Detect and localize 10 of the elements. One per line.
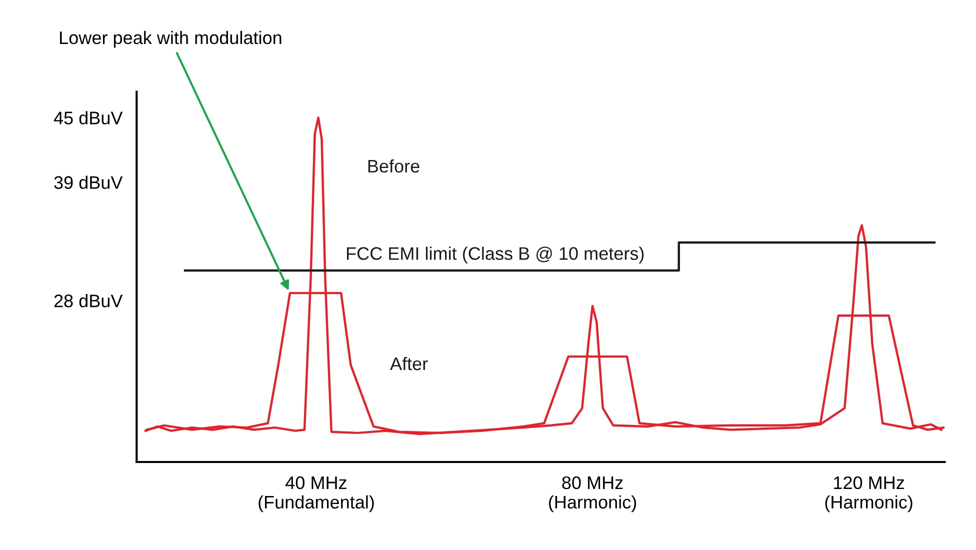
y-tick-label: 28 dBuV bbox=[54, 294, 123, 308]
x-tick-label: 120 MHz (Harmonic) bbox=[825, 476, 912, 512]
y-tick-label: 45 dBuV bbox=[54, 111, 123, 124]
x-tick-label: 40 MHz (Fundamental) bbox=[258, 476, 374, 512]
series-label: FCC EMI limit (Class B @ 10 meters) bbox=[346, 246, 644, 264]
series-label: After bbox=[390, 356, 428, 370]
y-tick-label: 39 dBuV bbox=[54, 176, 123, 189]
text: Before bbox=[368, 159, 420, 173]
x-tick-label: 80 MHz (Harmonic) bbox=[548, 476, 636, 512]
annotation: Lower peak with modulation bbox=[60, 30, 282, 48]
